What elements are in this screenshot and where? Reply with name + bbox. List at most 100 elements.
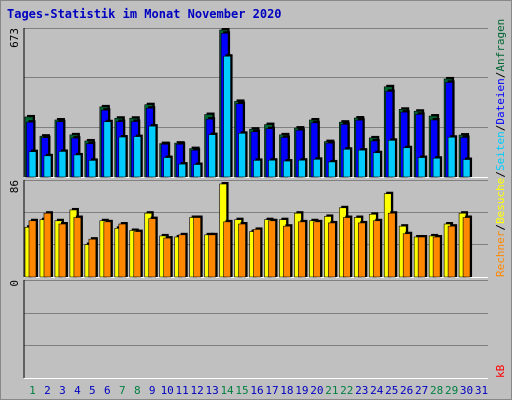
bar-rechner-day-22 (343, 217, 351, 278)
bar-rechner-day-28 (432, 236, 441, 278)
bar-rechner-day-19 (298, 221, 306, 278)
legend-requests-visits-part-6: / (494, 125, 507, 132)
bar-rechner-day-27 (417, 236, 426, 278)
x-label-day-24: 24 (370, 384, 384, 397)
bar-seiten-day-2 (43, 155, 52, 178)
bar-rechner-day-17 (268, 220, 276, 278)
x-label-day-10: 10 (161, 384, 174, 397)
legend-requests-visits-part-7: Dateien (494, 78, 507, 124)
x-label-day-27: 27 (415, 384, 428, 397)
x-label-day-6: 6 (104, 384, 111, 397)
x-label-day-2: 2 (44, 384, 51, 397)
bar-rechner-day-7 (118, 223, 127, 278)
y-max-label-visits: 86 (8, 180, 21, 193)
x-label-day-19: 19 (295, 384, 308, 397)
bar-seiten-day-13 (208, 134, 216, 178)
bar-seiten-day-27 (417, 157, 426, 178)
x-label-day-26: 26 (400, 384, 413, 397)
legend-kb: kB (494, 364, 507, 378)
x-label-day-4: 4 (74, 384, 81, 397)
bar-seiten-day-10 (163, 157, 172, 178)
legend-requests-visits: Rechner/Besuche/Seiten/Dateien/Anfragen (494, 19, 507, 277)
x-label-day-12: 12 (191, 384, 204, 397)
bar-rechner-day-9 (148, 218, 157, 278)
legend-requests-visits-part-5: Seiten (494, 131, 507, 171)
bar-rechner-day-21 (328, 222, 336, 278)
bar-seiten-day-8 (133, 136, 142, 178)
bar-rechner-day-23 (357, 222, 366, 278)
x-label-day-8: 8 (134, 384, 141, 397)
bar-seiten-day-20 (313, 159, 321, 178)
chart-title: Tages-Statistik im Monat November 2020 (7, 7, 282, 21)
bar-seiten-day-23 (357, 149, 366, 178)
bar-seiten-day-11 (178, 163, 186, 178)
bar-seiten-day-1 (28, 151, 37, 178)
x-label-day-11: 11 (176, 384, 189, 397)
x-label-day-1: 1 (29, 384, 36, 397)
x-label-day-16: 16 (250, 384, 263, 397)
bar-seiten-day-16 (253, 160, 261, 178)
bar-rechner-day-20 (313, 221, 321, 278)
bar-seiten-day-4 (73, 154, 82, 178)
x-label-day-22: 22 (340, 384, 353, 397)
bar-seiten-day-19 (298, 159, 306, 178)
x-label-day-17: 17 (265, 384, 278, 397)
x-label-day-23: 23 (355, 384, 368, 397)
legend-requests-visits-part-1: Rechner (494, 230, 507, 277)
x-label-day-14: 14 (220, 384, 234, 397)
bar-rechner-day-26 (402, 233, 411, 278)
bar-rechner-day-4 (73, 217, 82, 278)
x-label-day-20: 20 (310, 384, 323, 397)
bar-rechner-day-13 (208, 234, 216, 278)
bar-seiten-day-5 (88, 160, 97, 178)
y-max-label-kb: 0 (8, 280, 21, 287)
bar-seiten-day-30 (462, 159, 471, 178)
legend-requests-visits-part-2: / (494, 224, 507, 231)
bar-seiten-day-6 (103, 121, 112, 178)
bar-rechner-day-8 (133, 231, 142, 278)
bar-seiten-day-28 (432, 157, 441, 178)
bar-rechner-day-25 (387, 212, 396, 278)
x-label-day-28: 28 (430, 384, 443, 397)
bar-seiten-day-29 (447, 136, 456, 178)
x-label-day-3: 3 (59, 384, 66, 397)
bar-seiten-day-3 (58, 151, 67, 178)
x-label-day-25: 25 (385, 384, 398, 397)
legend-requests-visits-part-3: Besuche (494, 178, 507, 224)
bar-seiten-day-26 (402, 147, 411, 178)
legend-requests-visits-part-9: Anfragen (494, 19, 507, 72)
bar-seiten-day-22 (343, 148, 351, 178)
bar-rechner-day-10 (163, 237, 172, 278)
y-max-label-requests: 673 (8, 28, 21, 48)
x-label-day-21: 21 (325, 384, 338, 397)
legend-kb-part-1: kB (494, 364, 507, 378)
panel-3-background (24, 280, 488, 378)
bar-seiten-day-25 (387, 140, 396, 178)
bar-rechner-day-29 (447, 225, 456, 278)
x-label-day-18: 18 (280, 384, 293, 397)
bar-rechner-day-14 (223, 221, 231, 278)
bar-seiten-day-15 (238, 133, 246, 178)
x-label-day-13: 13 (205, 384, 218, 397)
bar-rechner-day-15 (238, 223, 246, 278)
bar-seiten-day-12 (193, 164, 201, 178)
bar-seiten-day-18 (283, 160, 291, 178)
bar-seiten-day-24 (372, 152, 381, 178)
bar-seiten-day-7 (118, 136, 127, 178)
bar-rechner-day-12 (193, 217, 201, 278)
bar-seiten-day-17 (268, 159, 276, 178)
x-label-day-5: 5 (89, 384, 96, 397)
bar-seiten-day-21 (328, 161, 336, 178)
bar-rechner-day-3 (58, 223, 67, 278)
bar-rechner-day-24 (372, 220, 381, 278)
x-label-day-31: 31 (475, 384, 488, 397)
legend-requests-visits-part-8: / (494, 72, 507, 79)
bar-rechner-day-18 (283, 225, 291, 278)
x-label-day-9: 9 (149, 384, 156, 397)
x-label-day-7: 7 (119, 384, 126, 397)
bar-rechner-day-30 (462, 217, 471, 278)
bar-rechner-day-6 (103, 221, 112, 278)
bar-seiten-day-9 (148, 125, 157, 178)
x-label-day-15: 15 (235, 384, 248, 397)
